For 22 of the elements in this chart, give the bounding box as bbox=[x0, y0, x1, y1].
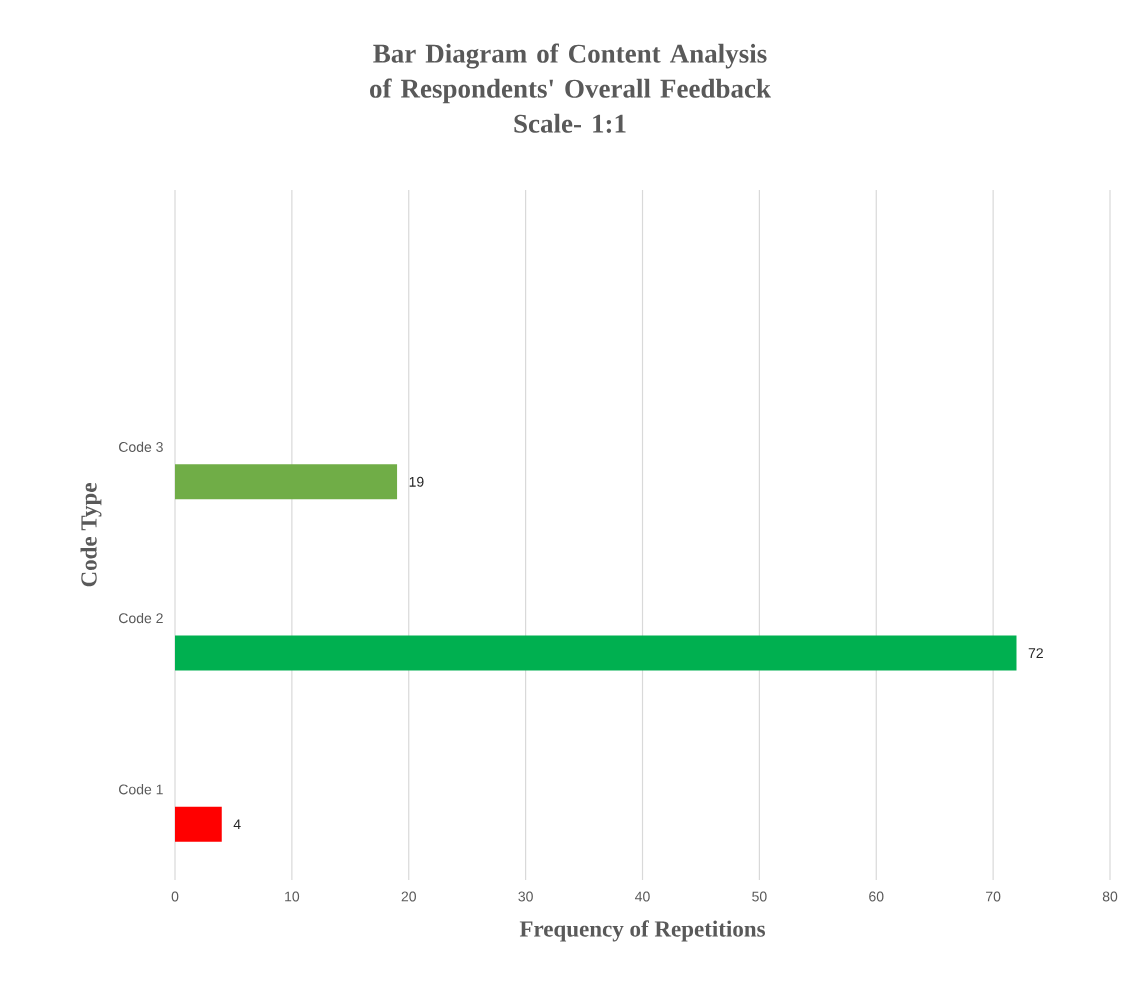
y-tick-label: Code 1 bbox=[119, 784, 163, 795]
y-tick-label: Code 3 bbox=[119, 441, 163, 452]
bar bbox=[175, 806, 222, 842]
chart-subtitle: Scale- 1:1 bbox=[514, 113, 626, 133]
x-axis-title: Frequency of Repetitions bbox=[519, 920, 766, 942]
x-tick-label: 30 bbox=[518, 891, 533, 902]
bar bbox=[175, 464, 398, 500]
x-tick-label: 80 bbox=[1102, 891, 1118, 902]
bar bbox=[175, 635, 1017, 671]
x-tick-label: 70 bbox=[986, 891, 1001, 902]
x-tick-label: 50 bbox=[752, 891, 767, 902]
y-axis-title: Code Type bbox=[80, 483, 102, 587]
y-tick-label: Code 2 bbox=[119, 612, 163, 624]
data-label: 19 bbox=[409, 476, 424, 487]
x-tick-label: 40 bbox=[635, 891, 650, 902]
data-label: 72 bbox=[1028, 648, 1043, 658]
chart-title: Bar Diagram of Content Analysis of Respondents' Overall Feedback bbox=[370, 43, 771, 104]
data-label: 4 bbox=[233, 819, 241, 830]
x-tick-label: 20 bbox=[401, 891, 416, 902]
x-tick-label: 60 bbox=[869, 891, 884, 902]
x-tick-label: 10 bbox=[285, 891, 300, 902]
x-tick-label: 0 bbox=[171, 891, 179, 902]
